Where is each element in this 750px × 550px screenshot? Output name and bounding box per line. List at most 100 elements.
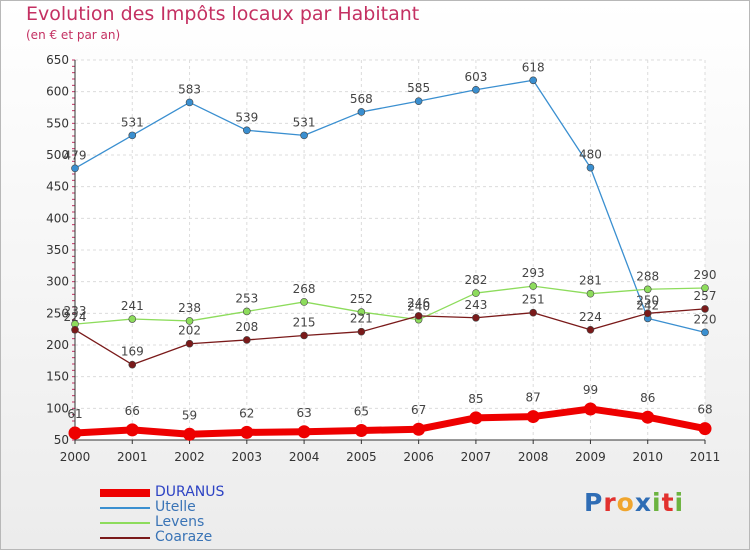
logo-letter: i	[674, 488, 685, 517]
y-tick-label: 300	[46, 275, 69, 289]
data-label: 68	[697, 403, 712, 417]
data-label: 268	[293, 282, 316, 296]
data-point-levens	[185, 317, 194, 325]
data-point-duranus	[297, 425, 311, 439]
y-tick-label: 250	[46, 306, 69, 320]
data-point-levens	[472, 289, 480, 297]
y-tick-label: 150	[46, 370, 69, 384]
data-label: 531	[121, 115, 144, 129]
data-label: 87	[526, 391, 541, 405]
data-label: 62	[239, 406, 254, 420]
logo-letter: i	[652, 488, 662, 517]
legend-swatch	[100, 521, 150, 524]
series-line-duranus	[74, 405, 706, 438]
y-tick-label: 600	[46, 85, 69, 99]
data-point-coaraze	[586, 325, 595, 334]
data-point-utelle	[701, 328, 709, 337]
data-point-levens	[128, 315, 137, 323]
data-label: 215	[293, 316, 316, 330]
data-label: 63	[296, 406, 311, 420]
logo-letter: o	[616, 488, 635, 517]
data-label: 169	[121, 345, 144, 359]
data-point-levens	[701, 284, 709, 292]
y-tick-label: 500	[46, 148, 69, 162]
x-tick-label: 2006	[403, 450, 434, 464]
data-point-duranus	[412, 422, 426, 436]
data-label: 240	[407, 300, 430, 314]
data-label: 202	[178, 324, 201, 338]
legend-label: DURANUS	[155, 484, 225, 500]
data-label: 281	[579, 274, 602, 288]
data-label: 290	[694, 268, 717, 282]
data-label: 480	[579, 148, 602, 162]
data-label: 618	[522, 60, 545, 74]
data-point-utelle	[300, 131, 308, 140]
y-tick-label: 650	[46, 53, 69, 67]
data-point-duranus	[698, 422, 712, 436]
x-tick-label: 2010	[632, 450, 663, 464]
data-label: 583	[178, 82, 201, 96]
y-tick-label: 400	[46, 211, 69, 225]
data-label: 61	[67, 407, 82, 421]
data-point-coaraze	[243, 336, 251, 344]
legend-swatch	[100, 536, 150, 539]
data-point-duranus	[125, 423, 139, 437]
data-point-coaraze	[357, 327, 366, 336]
data-point-duranus	[354, 424, 368, 437]
y-tick-label: 450	[46, 180, 69, 194]
x-tick-label: 2007	[461, 450, 492, 464]
data-point-levens	[586, 289, 595, 298]
logo-letter: r	[603, 488, 617, 517]
data-point-duranus	[583, 402, 597, 416]
data-point-utelle	[357, 108, 366, 116]
series-line-coaraze	[74, 308, 706, 366]
data-label: 250	[636, 293, 659, 307]
data-point-levens	[357, 308, 366, 316]
data-label: 208	[235, 320, 258, 334]
data-point-coaraze	[472, 313, 480, 322]
data-label: 531	[293, 115, 316, 129]
x-tick-label: 2005	[346, 450, 377, 464]
data-label: 257	[694, 289, 717, 303]
data-point-utelle	[128, 131, 137, 140]
logo-letter: x	[634, 488, 652, 517]
data-label: 241	[121, 299, 144, 313]
data-label: 242	[636, 298, 659, 312]
logo-letter: P	[584, 488, 604, 517]
data-label: 253	[235, 291, 258, 305]
data-label: 251	[522, 293, 545, 307]
data-label: 65	[354, 405, 369, 419]
y-tick-label: 350	[46, 243, 69, 257]
data-point-coaraze	[643, 309, 652, 318]
chart-subtitle: (en € et par an)	[26, 28, 121, 42]
data-point-utelle	[472, 85, 480, 94]
x-tick-label: 2011	[690, 450, 721, 464]
x-tick-label: 2002	[174, 450, 205, 464]
data-point-levens	[529, 282, 537, 290]
data-label: 288	[636, 269, 659, 283]
data-point-coaraze	[185, 339, 194, 348]
data-label: 252	[350, 292, 373, 306]
data-label: 59	[182, 408, 197, 422]
x-tick-label: 2001	[117, 450, 148, 464]
data-point-utelle	[71, 164, 79, 173]
data-point-coaraze	[128, 360, 137, 369]
data-point-levens	[300, 298, 308, 306]
data-point-duranus	[526, 410, 540, 424]
data-point-duranus	[240, 425, 254, 439]
proxiti-logo: Proxiti	[584, 488, 684, 517]
x-tick-label: 2009	[575, 450, 606, 464]
data-point-levens	[643, 285, 652, 294]
data-label: 243	[464, 298, 487, 312]
data-label: 224	[64, 310, 87, 324]
y-tick-label: 100	[46, 401, 69, 415]
data-point-coaraze	[414, 312, 423, 320]
data-point-coaraze	[71, 325, 79, 334]
legend-label: Utelle	[155, 499, 196, 515]
series-line-levens	[74, 285, 706, 325]
data-label: 85	[468, 392, 483, 406]
x-tick-label: 2003	[232, 450, 263, 464]
data-label: 233	[64, 304, 87, 318]
data-point-utelle	[529, 76, 537, 85]
data-label: 293	[522, 266, 545, 280]
